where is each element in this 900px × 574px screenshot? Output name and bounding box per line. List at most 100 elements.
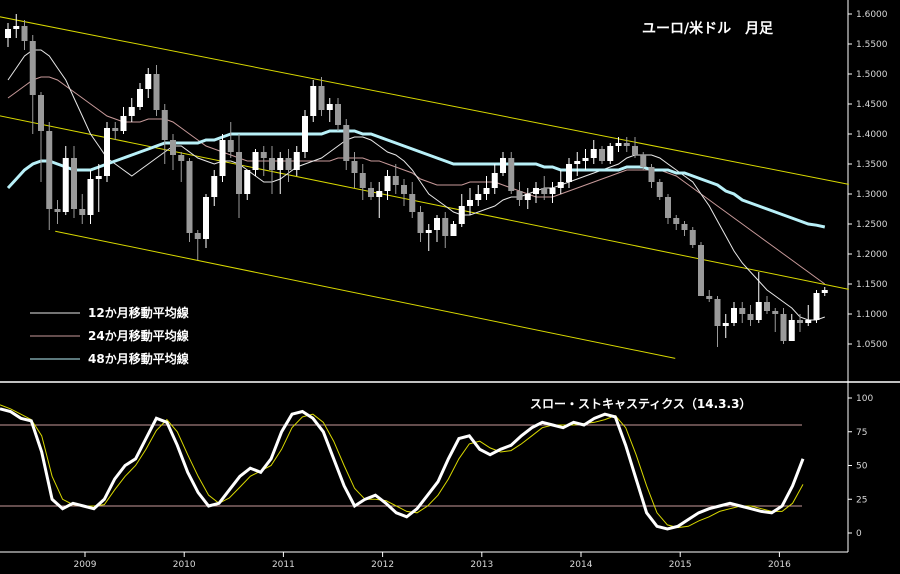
- candle-89: [739, 302, 746, 323]
- candle-8: [71, 146, 77, 218]
- candle-53: [442, 212, 449, 248]
- stochastic-tick-label: 25: [856, 495, 867, 505]
- candle-47: [392, 164, 399, 194]
- year-tick-label: 2012: [371, 560, 394, 570]
- candle-93: [772, 308, 779, 332]
- candle-72: [599, 146, 605, 164]
- stochastic-panel: [0, 404, 805, 531]
- candle-41: [343, 119, 350, 170]
- candle-52: [434, 215, 440, 242]
- candle-37: [310, 80, 317, 122]
- chart-title: ユーロ/米ドル 月足: [642, 20, 774, 37]
- candle-17: [145, 68, 152, 98]
- channel-line-1: [0, 115, 849, 290]
- stochastic-tick-label: 0: [856, 529, 862, 539]
- candle-51: [425, 224, 432, 251]
- candle-36: [302, 110, 308, 158]
- candle-58: [483, 176, 490, 200]
- candle-31: [260, 146, 267, 176]
- candle-30: [252, 149, 259, 176]
- candle-95: [788, 314, 795, 341]
- year-tick-label: 2011: [272, 560, 295, 570]
- candle-75: [623, 137, 630, 152]
- candle-16: [137, 83, 143, 110]
- candle-38: [318, 77, 325, 116]
- year-axis-ticks: 2009 2010 2011 2012 2013 2014 2015 2016: [74, 552, 791, 570]
- candle-68: [566, 158, 572, 188]
- price-axis-ticks: 1.6000 1.5500 1.5000 1.4500 1.4000 1.3500 1.30…: [848, 10, 888, 350]
- candle-96: [797, 314, 803, 332]
- candle-25: [211, 170, 218, 206]
- legend: 12か月移動平均線 24か月移動平均線 48か月移動平均線: [30, 305, 189, 366]
- candle-27: [227, 122, 234, 158]
- year-tick-label: 2016: [768, 560, 791, 570]
- channel-line-2: [55, 230, 676, 359]
- candle-84: [698, 242, 704, 296]
- stochastic-tick-label: 100: [856, 394, 873, 404]
- candle-74: [615, 137, 622, 152]
- year-tick-label: 2010: [173, 560, 196, 570]
- candle-6: [54, 200, 61, 224]
- candle-1: [13, 14, 20, 38]
- candle-7: [62, 146, 69, 215]
- candle-20: [170, 134, 176, 170]
- candle-46: [384, 170, 391, 200]
- candle-22: [186, 158, 193, 242]
- price-tick-label: 1.0500: [856, 340, 888, 350]
- price-tick-label: 1.1000: [856, 310, 888, 320]
- trend-channel-lines: [0, 16, 849, 359]
- candle-76: [632, 137, 638, 158]
- candle-24: [203, 194, 209, 248]
- candle-42: [351, 152, 358, 188]
- price-tick-label: 1.2000: [856, 250, 888, 260]
- candle-40: [335, 98, 341, 131]
- candle-29: [244, 170, 251, 200]
- candle-23: [194, 230, 201, 260]
- stochastic-title: スロー・ストキャスティクス（14.3.3）: [530, 396, 751, 411]
- candle-59: [491, 164, 498, 194]
- candle-77: [640, 152, 647, 170]
- candle-99: [821, 287, 828, 296]
- candle-21: [178, 152, 185, 182]
- candle-15: [128, 98, 135, 122]
- candle-45: [376, 182, 383, 218]
- stochastic-axis-ticks: 100 75 50 25 0: [848, 394, 873, 539]
- candle-28: [236, 134, 242, 218]
- candle-70: [582, 149, 589, 170]
- stochastic-slow-k-line: [0, 407, 805, 531]
- price-tick-label: 1.4000: [856, 130, 888, 140]
- candle-66: [549, 182, 556, 203]
- candle-78: [648, 164, 655, 188]
- price-tick-label: 1.5500: [856, 40, 888, 50]
- candle-4: [38, 92, 44, 182]
- candle-90: [747, 305, 754, 326]
- candle-18: [153, 65, 160, 116]
- legend-ma48: 48か月移動平均線: [88, 351, 189, 366]
- price-tick-label: 1.1500: [856, 280, 888, 290]
- stochastic-tick-label: 50: [856, 462, 868, 472]
- candle-98: [813, 290, 820, 323]
- candle-64: [533, 182, 539, 203]
- candle-56: [467, 188, 473, 215]
- candle-60: [500, 152, 506, 176]
- ma48-line: [6, 129, 826, 229]
- price-tick-label: 1.2500: [856, 220, 888, 230]
- candle-34: [285, 149, 292, 182]
- candle-10: [87, 170, 94, 224]
- candle-19: [161, 104, 168, 164]
- candle-87: [722, 314, 729, 338]
- candle-33: [277, 152, 284, 194]
- candle-43: [359, 164, 366, 200]
- channel-line-0: [0, 16, 849, 185]
- candle-69: [574, 152, 581, 176]
- candle-0: [5, 23, 11, 47]
- stochastic-slow-d-line: [0, 404, 804, 529]
- candle-82: [681, 221, 688, 236]
- candle-55: [458, 194, 465, 227]
- price-tick-label: 1.4500: [856, 100, 888, 110]
- candle-73: [607, 143, 614, 164]
- candle-63: [524, 188, 531, 209]
- candle-94: [780, 308, 787, 344]
- year-tick-label: 2013: [470, 560, 493, 570]
